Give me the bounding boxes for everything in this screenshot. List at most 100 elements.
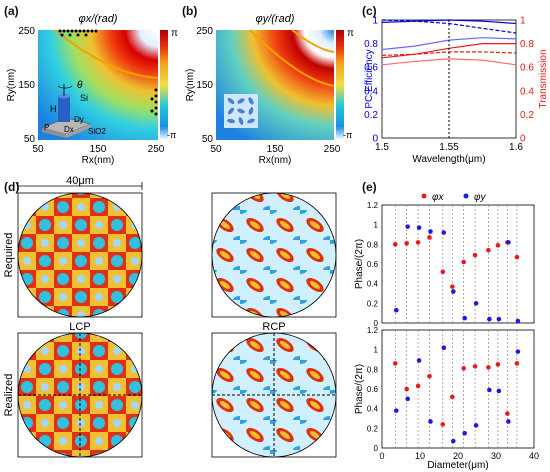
tick-e-top-y-3: 0.6 [367, 260, 379, 269]
point-phix-top-8 [486, 247, 491, 253]
substrate-side [42, 128, 66, 138]
point-phix-bottom-9 [495, 362, 501, 367]
point-phix-bottom-5 [450, 394, 455, 400]
tick-e-x-2: 20 [453, 451, 463, 461]
point-phiy-bottom-9 [496, 388, 502, 394]
tick-b-y-250: 250 [196, 26, 213, 37]
tick-c-x-2: 1.6 [509, 142, 523, 153]
column-label-rcp: RCP [262, 321, 285, 333]
panel-label-b: (b) [182, 4, 198, 18]
tick-c-left-0: 0 [372, 134, 378, 145]
tick-b-x-50: 50 [210, 144, 222, 155]
row-label-realized: Realized [3, 374, 15, 417]
axis-b-xlabel: Rx(nm) [259, 155, 292, 166]
axis-c-ylabel-left: PC Efficiency [364, 49, 375, 108]
colorbar-b-min: -π [343, 130, 352, 140]
panel-a-title: φx/(rad) [79, 13, 118, 25]
axis-e-ylabel-bottom: Phase/(2π) [354, 364, 365, 414]
point-phiy-bottom-6 [462, 430, 468, 436]
colorbar-a [160, 30, 168, 140]
inset-h: H [50, 104, 57, 114]
tick-e-bottom-y-3: 0.6 [367, 385, 379, 394]
point-phix-bottom-2 [415, 383, 421, 389]
panel-b-heatmap: φy/(rad) 250 150 50 50 150 250 Rx(nm) Ry… [185, 13, 354, 166]
axis-c-ylabel-right: Transmission [538, 49, 549, 108]
panel-c-line-chart: PC Efficiency Transmission Wavelength(μm… [364, 16, 549, 166]
point-phix-top-9 [495, 243, 501, 248]
legend-marker-phiy [463, 193, 469, 199]
point-phiy-bottom-7 [473, 423, 479, 428]
inset-p: P [44, 123, 49, 132]
colorbar-b [336, 30, 344, 140]
selected-points-a [58, 29, 158, 116]
phase-wrap-contour-a [54, 29, 159, 79]
point-phix-top-1 [404, 241, 410, 246]
phase-wrap-contour-b [249, 29, 335, 87]
axis-a-ylabel: Ry(nm) [6, 69, 17, 102]
axis-a-xlabel: Rx(nm) [82, 155, 115, 166]
tick-c-right-0: 0 [520, 134, 526, 145]
point-phix-top-0 [393, 242, 398, 247]
series-line-4 [381, 51, 517, 56]
axis-b-ylabel: Ry(nm) [185, 69, 196, 102]
inset-si: Si [80, 93, 88, 103]
plot-frame-e-top [381, 204, 535, 324]
tick-c-right-4: 0.8 [520, 39, 534, 50]
point-phiy-top-9 [496, 316, 502, 322]
tick-e-top-y-5: 1 [374, 221, 379, 230]
point-phix-bottom-1 [404, 386, 410, 392]
tick-c-right-2: 0.4 [520, 86, 534, 97]
tick-e-x-0: 0 [379, 451, 384, 461]
tick-e-x-1: 10 [415, 451, 425, 461]
point-phix-bottom-7 [472, 364, 478, 369]
tick-a-x-150: 150 [90, 144, 107, 155]
point-phix-top-4 [440, 269, 446, 275]
tick-e-bottom-y-0: 0 [374, 444, 379, 453]
point-phiy-bottom-4 [441, 345, 447, 351]
tick-e-top-y-6: 1.2 [367, 201, 379, 210]
panel-label-c: (c) [362, 4, 377, 18]
panel-label-a: (a) [4, 4, 19, 18]
inset-dy: Dy [74, 115, 84, 124]
tick-c-right-5: 1 [520, 16, 526, 27]
point-phix-bottom-6 [461, 366, 467, 371]
tick-a-x-50: 50 [32, 144, 44, 155]
point-phiy-bottom-3 [428, 419, 433, 424]
colorbar-a-min: -π [167, 130, 176, 140]
rotation-arc [57, 85, 73, 89]
point-phiy-top-6 [462, 315, 468, 321]
series-line-1 [381, 19, 517, 34]
tick-e-top-y-2: 0.4 [367, 280, 379, 289]
unit-cell-array-inset [224, 94, 258, 128]
tick-a-x-250: 250 [148, 144, 165, 155]
tick-c-x-0: 1.5 [375, 142, 389, 153]
inset-sio2: SiO2 [88, 127, 106, 136]
point-phiy-bottom-11 [515, 349, 521, 354]
point-phiy-bottom-2 [416, 358, 422, 363]
legend-marker-phix [421, 193, 427, 199]
tick-c-left-3: 0.6 [364, 63, 378, 74]
panel-b-title: φy/(rad) [256, 13, 295, 25]
point-phiy-bottom-1 [405, 396, 411, 402]
point-phiy-top-8 [487, 316, 492, 322]
series-line-5 [381, 58, 517, 66]
aperture-required-rcp [211, 192, 337, 318]
point-phiy-top-11 [515, 318, 521, 324]
point-phix-top-11 [514, 254, 520, 260]
point-phiy-top-10 [506, 240, 511, 245]
tick-b-x-250: 250 [324, 144, 341, 155]
legend-label-phix: φx [432, 192, 445, 203]
axis-e-xlabel: Diameter(μm) [427, 460, 488, 471]
colorbar-a-max: π [171, 28, 178, 39]
tick-c-right-3: 0.6 [520, 63, 534, 74]
point-phiy-top-7 [473, 301, 479, 306]
tick-b-y-150: 150 [196, 80, 213, 91]
point-phiy-bottom-5 [451, 438, 456, 444]
axis-e-ylabel-top: Phase/(2π) [354, 239, 365, 289]
point-phiy-bottom-8 [487, 387, 492, 393]
tick-e-x-3: 30 [491, 451, 501, 461]
tick-e-bottom-y-5: 1 [374, 346, 379, 355]
inset-dx: Dx [64, 125, 74, 134]
